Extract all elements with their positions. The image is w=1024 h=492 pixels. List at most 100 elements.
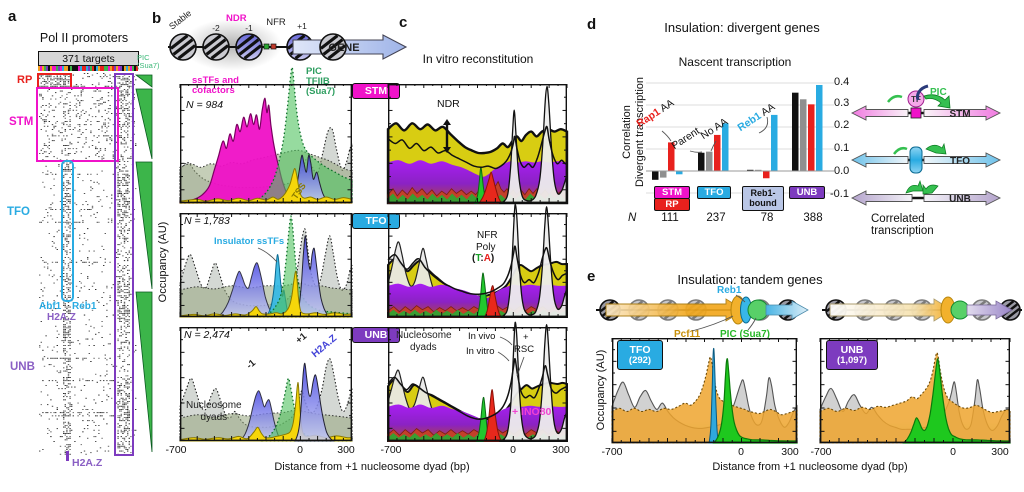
tfo-green-swoosh-left bbox=[893, 146, 908, 155]
e-reb1-label: Reb1 bbox=[717, 285, 742, 296]
tfo-arrow-label: TFO bbox=[950, 156, 970, 167]
e-xtick-700L: -700 bbox=[601, 446, 623, 458]
n-stm: N = 984 bbox=[186, 99, 224, 111]
nfr-label: NFR bbox=[266, 17, 286, 28]
c_tfo-poly_A_red bbox=[483, 285, 502, 318]
green-swoosh-left bbox=[887, 94, 903, 103]
c-xtick-0: 0 bbox=[510, 444, 516, 456]
e-tag-tfo: TFO (292) bbox=[617, 340, 663, 370]
d-n-111: 111 bbox=[661, 212, 679, 224]
b_tfo-PIC_TFIIB bbox=[258, 215, 353, 318]
d-tag-rp: RP bbox=[654, 198, 690, 211]
stm-label: STM bbox=[9, 116, 34, 128]
e-pcf11-label: Pcf11 bbox=[674, 329, 701, 340]
unb-box bbox=[114, 73, 134, 456]
panel-d-label: d bbox=[587, 16, 597, 33]
bar-Rap1 AA-2 bbox=[763, 171, 770, 179]
c-xtick-700: -700 bbox=[380, 444, 402, 456]
panel-d-title: Insulation: divergent genes bbox=[664, 20, 820, 35]
e-ylabel: Occupancy (AU) bbox=[595, 349, 607, 431]
divergent-bar-chart bbox=[646, 82, 834, 194]
d-ytick-02: 0.2 bbox=[834, 119, 850, 131]
e-xtick-0R: 0 bbox=[950, 446, 956, 458]
panel-d-subtitle: Nascent transcription bbox=[678, 55, 792, 69]
h2az-bottom-label: H2A.Z bbox=[72, 457, 103, 469]
bar-Reb1 AA-2 bbox=[771, 114, 778, 171]
d-ytick-00: 0.0 bbox=[834, 165, 850, 177]
n-unb: N = 2,474 bbox=[184, 329, 230, 341]
d-n-237: 237 bbox=[706, 212, 726, 224]
e_tfo-PIC_green bbox=[712, 358, 798, 444]
insulator-cylinder bbox=[909, 146, 923, 174]
d-tag-tfo: TFO bbox=[697, 186, 731, 199]
tfo-box bbox=[61, 160, 74, 302]
c_unb-in_vitro_line bbox=[387, 357, 568, 421]
bar-No AA-0 bbox=[660, 171, 667, 178]
bar-Rap1 AA-3 bbox=[808, 104, 815, 171]
panel-c-title: In vitro reconstitution bbox=[422, 52, 534, 66]
unb-arrow-label: UNB bbox=[949, 194, 971, 205]
tfo-left-gene-arrow bbox=[850, 152, 909, 168]
plot-c-unb bbox=[387, 321, 568, 442]
unb-green-swoosh-left bbox=[905, 179, 924, 194]
d-ytick-03: 0.3 bbox=[834, 97, 850, 109]
panel-a-label: a bbox=[8, 8, 17, 25]
nucleosome-minus1 bbox=[235, 33, 263, 61]
bar-No AA-2 bbox=[755, 169, 762, 171]
bar-Parent-2 bbox=[747, 169, 754, 171]
rp-label: RP bbox=[17, 74, 33, 86]
e-tag-unb: UNB (1,097) bbox=[826, 340, 878, 370]
d-tag-unb: UNB bbox=[789, 186, 825, 199]
c-xtick-300: 300 bbox=[552, 444, 570, 456]
stable-label: Stable bbox=[167, 8, 193, 32]
bar-Reb1 AA-3 bbox=[816, 84, 823, 171]
h2az-mid-label: H2A.Z bbox=[47, 312, 76, 323]
unb-label: UNB bbox=[10, 361, 35, 373]
insulator-label: Insulator ssTFs bbox=[214, 236, 285, 247]
panel-a-title: Pol II promoters bbox=[39, 31, 129, 45]
sorting-triangles bbox=[134, 74, 153, 453]
d-ytick-01: 0.1 bbox=[834, 142, 850, 154]
b_unb-plus1_H2AZ_nucleosome bbox=[294, 362, 335, 442]
d-ytick-neg01: -0.1 bbox=[830, 188, 849, 200]
stm-right-gene-arrow bbox=[923, 105, 1002, 121]
plot-e-tfo bbox=[611, 337, 798, 444]
e-xtick-0L: 0 bbox=[738, 446, 744, 458]
c-ndr-label: NDR bbox=[437, 98, 460, 110]
bar-Parent-0 bbox=[652, 171, 659, 180]
panel-c-label: c bbox=[399, 14, 408, 31]
tf-label: TF bbox=[911, 95, 921, 104]
targets-box: 371 targets bbox=[38, 51, 139, 66]
b-xtick-0: 0 bbox=[297, 444, 303, 456]
e-xtick-300L: 300 bbox=[781, 446, 799, 458]
stm-box bbox=[36, 87, 119, 162]
e_tfo-Pcf11_orange bbox=[611, 356, 798, 444]
pic-label: PIC bbox=[930, 87, 947, 98]
c-rsc-plus: + bbox=[523, 332, 529, 343]
plus1-label: +1 bbox=[297, 21, 307, 31]
c_stm-in_vitro_line bbox=[387, 125, 568, 170]
b_tfo-plus1_nucleosome bbox=[295, 235, 333, 318]
c-poly-label: Poly bbox=[476, 242, 496, 253]
tfo-green-swoosh-right bbox=[925, 142, 947, 155]
b_tfo-minus1_nucleosome bbox=[216, 262, 278, 318]
pic-swoosh-icon bbox=[916, 84, 929, 101]
d-n-label: N bbox=[628, 212, 637, 224]
c-rsc-label: RSC bbox=[514, 344, 535, 355]
plot-e-unb bbox=[819, 337, 1011, 444]
sstfs-label: ssTFs and cofactors bbox=[192, 75, 239, 96]
pic-sua7-label-a1: PIC bbox=[137, 53, 150, 62]
insulation-cartoons: TF PIC STM TFO UNB bbox=[850, 84, 1002, 206]
pic-circle-left bbox=[747, 299, 769, 321]
e-xtick-700R: -700 bbox=[810, 446, 832, 458]
c_stm-in_vivo_gray_peaks bbox=[498, 85, 568, 204]
ndr-label: NDR bbox=[226, 13, 247, 24]
c-dyads-label: Nucleosome dyads bbox=[396, 330, 452, 353]
c-ta-label: (T:A) bbox=[472, 253, 495, 264]
b-xtick-700: -700 bbox=[165, 444, 187, 456]
c_tfo-in_vitro_line bbox=[387, 245, 568, 295]
c-invitro-label: In vitro bbox=[466, 346, 495, 357]
stm-arrow-label: STM bbox=[949, 109, 970, 120]
promoter-cartoon: GENE Stable NDR -2 -1 NFR +1 bbox=[167, 8, 408, 71]
